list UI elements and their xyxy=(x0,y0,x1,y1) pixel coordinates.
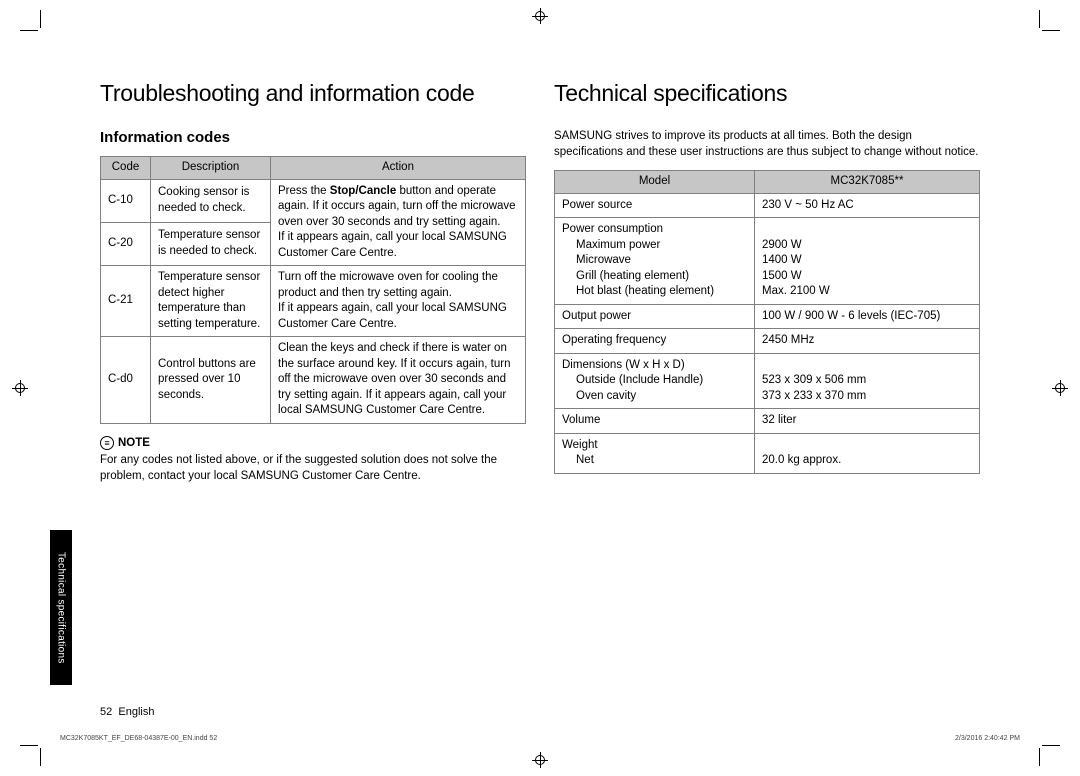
crop-mark xyxy=(40,748,41,766)
table-row: Operating frequency2450 MHz xyxy=(555,329,980,354)
registration-mark-icon xyxy=(532,752,548,768)
spec-sublabel: Microwave xyxy=(562,253,747,269)
cell-code: C-21 xyxy=(101,266,151,337)
cell-desc: Control buttons are pressed over 10 seco… xyxy=(151,337,271,424)
crop-mark xyxy=(1039,10,1040,28)
registration-mark-icon xyxy=(12,380,28,396)
spec-sublabel: Hot blast (heating element) xyxy=(562,284,747,300)
registration-mark-icon xyxy=(532,8,548,24)
cell-action: Clean the keys and check if there is wat… xyxy=(271,337,526,424)
table-row: C-10 Cooking sensor is needed to check. … xyxy=(101,179,526,222)
cell-code: C-10 xyxy=(101,179,151,222)
cell-desc: Temperature sensor detect higher tempera… xyxy=(151,266,271,337)
spec-sublabel: Net xyxy=(562,453,747,469)
table-row: C-d0 Control buttons are pressed over 10… xyxy=(101,337,526,424)
spec-label: Power source xyxy=(555,193,755,218)
cell-code: C-20 xyxy=(101,222,151,265)
spec-value: 100 W / 900 W - 6 levels (IEC-705) xyxy=(755,304,980,329)
cell-desc: Cooking sensor is needed to check. xyxy=(151,179,271,222)
heading-troubleshooting: Troubleshooting and information code xyxy=(100,80,526,107)
spec-label: Power consumptionMaximum powerMicrowaveG… xyxy=(555,218,755,305)
left-column: Troubleshooting and information code Inf… xyxy=(100,80,526,706)
col-header-code: Code xyxy=(101,157,151,180)
table-row: Power source230 V ~ 50 Hz AC xyxy=(555,193,980,218)
footer-file: MC32K7085KT_EF_DE68-04387E-00_EN.indd 52 xyxy=(60,735,217,742)
crop-mark xyxy=(20,745,38,746)
spec-sublabel: Grill (heating element) xyxy=(562,269,747,285)
subheading-info-codes: Information codes xyxy=(100,129,526,146)
spec-label: Operating frequency xyxy=(555,329,755,354)
spec-value: 230 V ~ 50 Hz AC xyxy=(755,193,980,218)
spec-value: 20.0 kg approx. xyxy=(755,433,980,473)
cell-action-merged: Press the Stop/Cancle button and operate… xyxy=(271,179,526,266)
crop-mark xyxy=(1042,30,1060,31)
col-header-action: Action xyxy=(271,157,526,180)
spec-value: 523 x 309 x 506 mm373 x 233 x 370 mm xyxy=(755,353,980,409)
table-row: Output power100 W / 900 W - 6 levels (IE… xyxy=(555,304,980,329)
intro-text: SAMSUNG strives to improve its products … xyxy=(554,129,980,160)
spec-value: 2450 MHz xyxy=(755,329,980,354)
table-row: Dimensions (W x H x D)Outside (Include H… xyxy=(555,353,980,409)
note-text: For any codes not listed above, or if th… xyxy=(100,453,526,484)
spec-table: Model MC32K7085** Power source230 V ~ 50… xyxy=(554,170,980,474)
table-row: Power consumptionMaximum powerMicrowaveG… xyxy=(555,218,980,305)
table-row: Volume32 liter xyxy=(555,409,980,434)
footer-date: 2/3/2016 2:40:42 PM xyxy=(955,735,1020,742)
note-icon: ≡ xyxy=(100,436,114,450)
cell-desc: Temperature sensor is needed to check. xyxy=(151,222,271,265)
page-number: 52 English xyxy=(100,706,154,718)
table-row: C-21 Temperature sensor detect higher te… xyxy=(101,266,526,337)
spec-label: Output power xyxy=(555,304,755,329)
col-header-model-value: MC32K7085** xyxy=(755,171,980,194)
spec-value: 2900 W1400 W1500 WMax. 2100 W xyxy=(755,218,980,305)
note-label: ≡ NOTE xyxy=(100,436,526,452)
page-content: Troubleshooting and information code Inf… xyxy=(50,40,1030,736)
crop-mark xyxy=(20,30,38,31)
info-codes-table: Code Description Action C-10 Cooking sen… xyxy=(100,156,526,424)
heading-specs: Technical specifications xyxy=(554,80,980,107)
registration-mark-icon xyxy=(1052,380,1068,396)
spec-value: 32 liter xyxy=(755,409,980,434)
crop-mark xyxy=(1039,748,1040,766)
table-row: WeightNet20.0 kg approx. xyxy=(555,433,980,473)
spec-sublabel: Oven cavity xyxy=(562,389,747,405)
crop-mark xyxy=(40,10,41,28)
spec-label: Dimensions (W x H x D)Outside (Include H… xyxy=(555,353,755,409)
spec-sublabel: Maximum power xyxy=(562,238,747,254)
spec-label: Volume xyxy=(555,409,755,434)
col-header-model: Model xyxy=(555,171,755,194)
cell-code: C-d0 xyxy=(101,337,151,424)
crop-mark xyxy=(1042,745,1060,746)
spec-label: WeightNet xyxy=(555,433,755,473)
spec-sublabel: Outside (Include Handle) xyxy=(562,373,747,389)
col-header-description: Description xyxy=(151,157,271,180)
cell-action: Turn off the microwave oven for cooling … xyxy=(271,266,526,337)
right-column: Technical specifications SAMSUNG strives… xyxy=(554,80,980,706)
note-block: ≡ NOTE For any codes not listed above, o… xyxy=(100,436,526,485)
